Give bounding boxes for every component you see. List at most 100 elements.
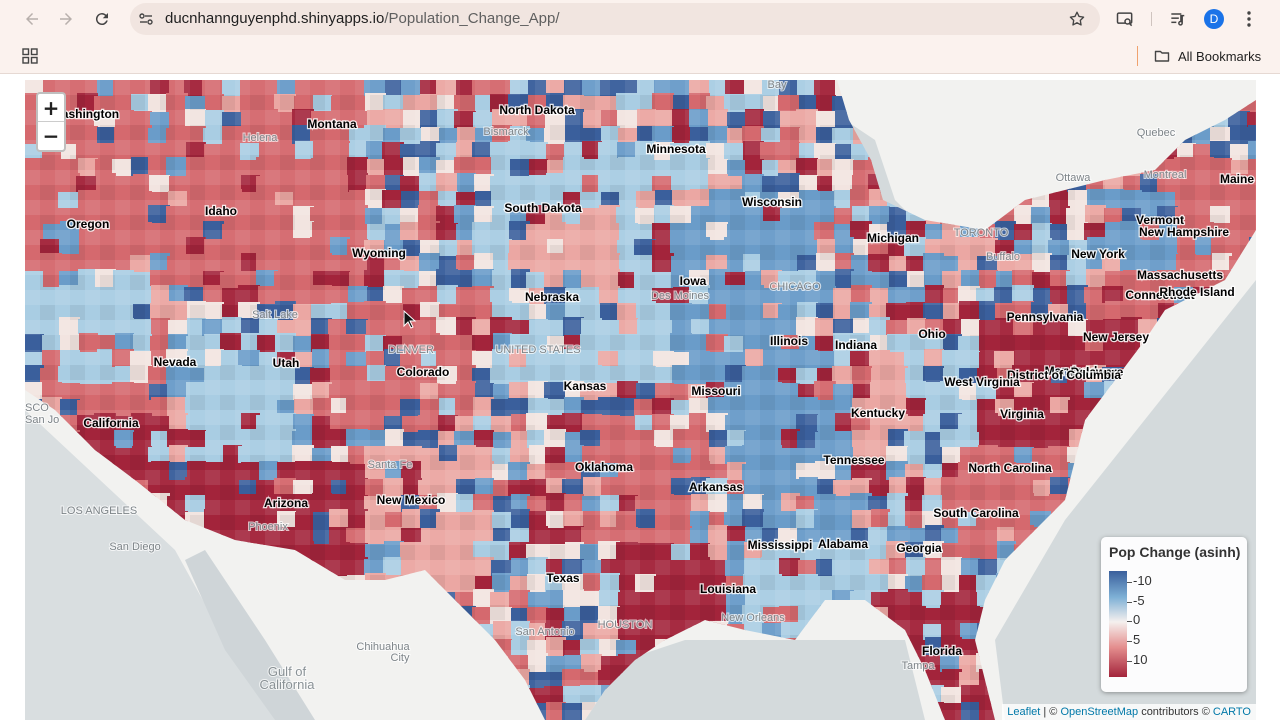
all-bookmarks-button[interactable]: All Bookmarks (1154, 47, 1261, 65)
more-menu-icon[interactable] (1242, 9, 1256, 29)
basemap-label-santa-fe: Santa Fe (368, 459, 413, 471)
basemap-label-houston: HOUSTON (598, 619, 653, 631)
state-label-montana: Montana (307, 117, 357, 131)
forward-arrow-icon[interactable] (56, 9, 76, 29)
basemap-label-denver: DENVER (388, 344, 434, 356)
carto-link[interactable]: CARTO (1212, 706, 1251, 718)
legend-tick (1127, 602, 1132, 603)
state-label-wisconsin: Wisconsin (742, 195, 802, 209)
basemap-label-sco: SCO (25, 402, 49, 414)
state-label-maryland: Maryland (1045, 364, 1098, 378)
state-label-michigan: Michigan (867, 231, 919, 245)
basemap-label-phoenix: Phoenix (248, 521, 288, 533)
state-label-illinois: Illinois (770, 334, 808, 348)
basemap-label-bismarck: Bismarck (483, 126, 529, 138)
zoom-out-button[interactable]: − (42, 124, 60, 148)
state-label-utah: Utah (273, 356, 300, 370)
profile-avatar[interactable]: D (1204, 9, 1224, 29)
state-label-south-carolina: South Carolina (933, 506, 1019, 520)
apps-grid-icon[interactable] (22, 48, 38, 64)
basemap-label-ottawa: Ottawa (1056, 172, 1092, 184)
legend-tick (1127, 641, 1132, 642)
state-label-delaware: Delaware (1071, 365, 1124, 379)
state-label-new-york: New York (1071, 247, 1125, 261)
state-label-indiana: Indiana (835, 338, 877, 352)
page-content: Bay Quebec Ottawa Montreal TORONTO Buffalo CHI… (0, 74, 1280, 720)
bookmarks-divider (1137, 46, 1138, 66)
basemap-label-montreal: Montreal (1144, 169, 1187, 181)
state-label-nevada: Nevada (154, 355, 197, 369)
state-label-alabama: Alabama (818, 537, 868, 551)
browser-toolbar: ducnhannguyenphd.shinyapps.io/Population… (0, 0, 1280, 38)
basemap-label-buffalo: Buffalo (986, 251, 1020, 263)
state-label-tennessee: Tennessee (823, 453, 884, 467)
state-label-ohio: Ohio (918, 327, 945, 341)
basemap-label-des-moines: Des Moines (651, 290, 710, 302)
map-canvas[interactable]: Bay Quebec Ottawa Montreal TORONTO Buffalo CHI… (25, 80, 1256, 720)
state-label-new-hampshire: New Hampshire (1139, 225, 1229, 239)
legend-tick (1127, 582, 1132, 583)
address-bar[interactable]: ducnhannguyenphd.shinyapps.io/Population… (130, 3, 1100, 35)
cast-search-icon[interactable] (1115, 9, 1135, 29)
state-label-north-carolina: North Carolina (968, 461, 1052, 475)
basemap-label-salt-lake: Salt Lake (252, 309, 298, 321)
legend-tick (1127, 661, 1132, 662)
state-label-new-jersey: New Jersey (1083, 330, 1149, 344)
state-label-arizona: Arizona (264, 496, 308, 510)
state-label-mississippi: Mississippi (748, 538, 813, 552)
legend-label: -5 (1133, 593, 1145, 608)
attrib-copy: © (1049, 706, 1058, 718)
state-label-district-of-columbia: District of Columbia (1007, 368, 1121, 382)
legend-label: -10 (1133, 573, 1152, 588)
state-label-arkansas: Arkansas (689, 480, 743, 494)
mouse-cursor-icon (403, 310, 417, 329)
map-attribution: Leaflet | © OpenStreetMap contributors ©… (1002, 704, 1256, 720)
gulf-of-california (185, 550, 315, 720)
state-label-south-dakota: South Dakota (504, 201, 582, 215)
state-label-kentucky: Kentucky (851, 406, 905, 420)
pacific-ocean (25, 410, 285, 720)
leaflet-link[interactable]: Leaflet (1007, 706, 1041, 718)
reload-icon[interactable] (92, 9, 112, 29)
basemap-label-san-antonio: San Antonio (515, 626, 574, 638)
attrib-sep: | (1043, 706, 1047, 718)
legend-label: 5 (1133, 632, 1141, 647)
site-settings-icon[interactable] (138, 11, 154, 27)
state-label-vermont: Vermont (1136, 213, 1184, 227)
state-label-maine: Maine (1220, 172, 1254, 186)
state-label-texas: Texas (546, 571, 579, 585)
zoom-in-button[interactable]: + (38, 94, 64, 122)
basemap-label-bay: Bay (768, 80, 787, 91)
url-host: ducnhannguyenphd.shinyapps.io (165, 10, 385, 27)
state-label-florida: Florida (922, 644, 962, 658)
leaflet-map[interactable]: Bay Quebec Ottawa Montreal TORONTO Buffalo CHI… (25, 80, 1256, 720)
attrib-contributors: contributors © (1141, 706, 1210, 718)
legend-label: 10 (1133, 652, 1148, 667)
folder-icon (1154, 50, 1170, 62)
basemap-label-toronto: TORONTO (954, 227, 1009, 239)
legend-tick (1127, 621, 1132, 622)
basemap-label-tampa: Tampa (901, 660, 935, 672)
state-label-missouri: Missouri (691, 384, 740, 398)
state-label-nebraska: Nebraska (525, 290, 579, 304)
zoom-control: + − (36, 92, 66, 152)
basemap-label-new-orleans: New Orleans (721, 612, 785, 624)
state-label-massachusetts: Massachusetts (1137, 268, 1223, 282)
state-label-oklahoma: Oklahoma (575, 460, 633, 474)
basemap-label-california-gulf: California (260, 677, 316, 692)
basemap-label-los-angeles: LOS ANGELES (61, 505, 137, 517)
state-label-washington: Washington (51, 107, 119, 121)
state-label-rhode-island: Rhode Island (1159, 285, 1234, 299)
state-label-pennsylvania: Pennsylvania (1007, 310, 1084, 324)
bookmark-star-icon[interactable] (1068, 10, 1086, 28)
back-arrow-icon[interactable] (22, 9, 42, 29)
basemap-label-united-states: UNITED STATES (495, 344, 580, 356)
basemap-label-city: City (391, 652, 410, 664)
state-label-connecticut: Connecticut (1125, 288, 1194, 302)
url-path: /Population_Change_App/ (384, 10, 560, 27)
state-label-iowa: Iowa (680, 274, 707, 288)
state-label-idaho: Idaho (205, 204, 237, 218)
url-text[interactable]: ducnhannguyenphd.shinyapps.io/Population… (165, 10, 560, 27)
osm-link[interactable]: OpenStreetMap (1060, 706, 1139, 718)
media-controls-icon[interactable] (1168, 9, 1188, 29)
